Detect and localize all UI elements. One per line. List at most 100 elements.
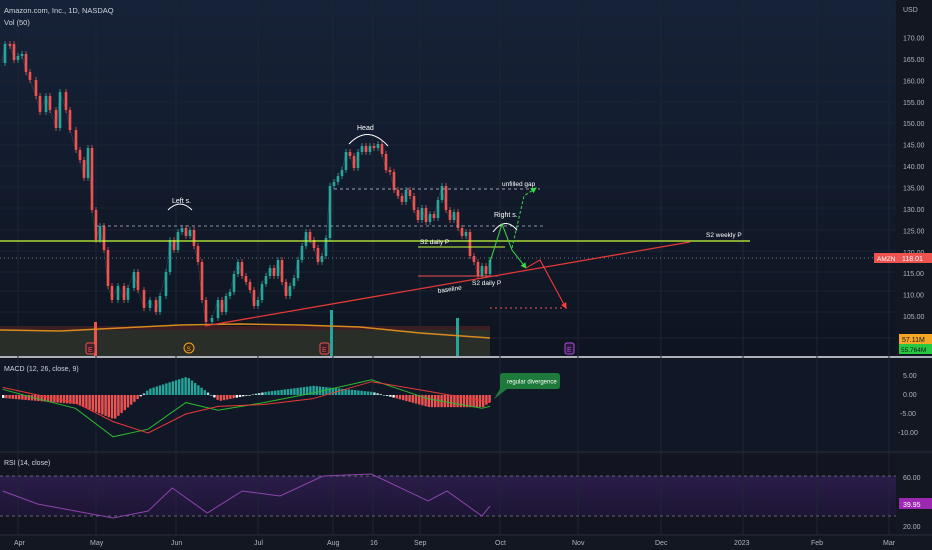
regular-divergence-label: regular divergence bbox=[507, 380, 557, 386]
candle-down bbox=[380, 144, 384, 154]
macd-histogram-bar bbox=[411, 395, 414, 403]
macd-histogram-bar bbox=[248, 395, 251, 396]
candle-down bbox=[272, 268, 276, 276]
macd-histogram-bar bbox=[354, 390, 357, 395]
vertical-gridlines bbox=[17, 0, 890, 535]
volume-bars bbox=[0, 310, 490, 356]
candle-up bbox=[324, 238, 328, 256]
volume-spike-aug bbox=[330, 310, 333, 356]
candle-down bbox=[94, 210, 98, 240]
candle-down bbox=[240, 262, 244, 276]
rsi-line bbox=[2, 473, 491, 519]
candle-down bbox=[312, 240, 316, 248]
candle-down bbox=[110, 286, 114, 300]
signal-line bbox=[2, 381, 491, 434]
macd-histogram-bar bbox=[2, 395, 5, 398]
macd-histogram-bar bbox=[91, 395, 94, 411]
candle-up bbox=[132, 272, 136, 288]
ticker-badge bbox=[874, 253, 899, 263]
macd-histogram-bar bbox=[8, 395, 11, 399]
macd-histogram-bar bbox=[306, 386, 309, 395]
price-pane[interactable] bbox=[0, 0, 896, 356]
macd-histogram-bar bbox=[350, 389, 354, 395]
macd-histogram-bar bbox=[254, 393, 258, 395]
candle-up bbox=[480, 266, 484, 276]
time-label-16: 16 bbox=[370, 540, 378, 547]
macd-histogram-bar bbox=[216, 395, 219, 400]
candle-up bbox=[216, 300, 220, 318]
macd-histogram-bar bbox=[226, 395, 229, 400]
baseline-trendline[interactable] bbox=[204, 241, 691, 327]
macd-histogram-bar bbox=[270, 391, 274, 395]
macd-histogram-bar bbox=[312, 385, 315, 395]
earnings-marker-1-glyph: E bbox=[88, 347, 93, 354]
macd-histogram-bar bbox=[142, 393, 146, 395]
macd-histogram-bar bbox=[450, 395, 453, 408]
macd-histogram-bar bbox=[427, 395, 430, 408]
price-axis[interactable]: 170.00 165.00 160.00 155.00 150.00 145.00 140.… bbox=[903, 36, 925, 343]
candle-down bbox=[28, 72, 32, 80]
macd-histogram-bar bbox=[59, 395, 62, 403]
macd-histogram-bar bbox=[344, 389, 347, 395]
candle-down bbox=[74, 130, 78, 150]
macd-histogram-bar bbox=[72, 395, 75, 404]
candle-down bbox=[424, 208, 428, 222]
macd-histogram-bar bbox=[146, 390, 149, 395]
macd-histogram-bar bbox=[235, 395, 238, 398]
s2-weekly-label: S2 weekly P bbox=[706, 232, 742, 239]
event-markers[interactable]: E S E E bbox=[85, 342, 575, 355]
candle-up bbox=[288, 286, 292, 296]
candle-up bbox=[58, 92, 62, 128]
time-label-jul: Jul bbox=[254, 540, 263, 547]
macd-histogram-bar bbox=[251, 394, 254, 396]
macd-histogram-bar bbox=[155, 386, 158, 395]
candle-up bbox=[344, 152, 348, 170]
candle-up bbox=[356, 152, 360, 168]
candle-down bbox=[348, 152, 352, 156]
candle-up bbox=[340, 170, 344, 176]
macd-histogram-bar bbox=[197, 385, 200, 395]
candle-up bbox=[464, 232, 468, 236]
macd-histogram-bar bbox=[478, 395, 482, 408]
candle-down bbox=[432, 214, 436, 218]
price-tick: 140.00 bbox=[903, 164, 925, 171]
price-tick: 150.00 bbox=[903, 121, 925, 128]
ticker-badge-label: AMZN bbox=[877, 256, 896, 263]
rsi-legend-label[interactable]: RSI (14, close) bbox=[4, 460, 50, 467]
macd-histogram-bar bbox=[318, 386, 322, 395]
candle-up bbox=[44, 96, 48, 112]
time-axis[interactable]: Apr May Jun Jul Aug 16 Sep Oct Nov Dec 2… bbox=[14, 540, 896, 547]
volume-value: 55.764M bbox=[901, 347, 926, 354]
candle-up bbox=[3, 44, 7, 63]
candle-up bbox=[188, 230, 192, 236]
macd-histogram-bar bbox=[267, 391, 270, 395]
candle-down bbox=[408, 190, 412, 196]
candle-down bbox=[102, 226, 106, 250]
symbol-title[interactable]: Amazon.com, Inc., 1D, NASDAQ bbox=[4, 6, 114, 15]
candle-down bbox=[316, 248, 320, 262]
macd-histogram-bar bbox=[114, 395, 117, 419]
macd-histogram-bar bbox=[370, 391, 373, 395]
time-label-nov: Nov bbox=[572, 540, 585, 547]
earnings-marker-2 bbox=[319, 342, 330, 355]
candle-down bbox=[308, 232, 312, 240]
macd-histogram-bar bbox=[430, 395, 434, 408]
macd-histogram-bar bbox=[120, 395, 123, 413]
time-label-feb: Feb bbox=[811, 540, 823, 547]
macd-histogram-bar bbox=[264, 391, 267, 395]
macd-histogram-bar bbox=[94, 395, 98, 412]
macd-histogram-bar bbox=[190, 380, 194, 395]
macd-histogram-bar bbox=[206, 392, 210, 395]
macd-histogram-bar bbox=[446, 395, 450, 408]
macd-histogram-bar bbox=[258, 393, 261, 395]
macd-histogram-bar bbox=[117, 395, 120, 416]
volume-legend-label[interactable]: Vol (50) bbox=[4, 18, 30, 27]
candle-down bbox=[460, 228, 464, 236]
macd-histogram-bar bbox=[299, 387, 302, 395]
green-projection-arrow bbox=[489, 222, 527, 269]
macd-legend-label[interactable]: MACD (12, 26, close, 9) bbox=[4, 366, 79, 373]
dividend-marker bbox=[183, 342, 195, 354]
macd-histogram-bar bbox=[107, 395, 110, 418]
candle-up bbox=[126, 288, 130, 300]
